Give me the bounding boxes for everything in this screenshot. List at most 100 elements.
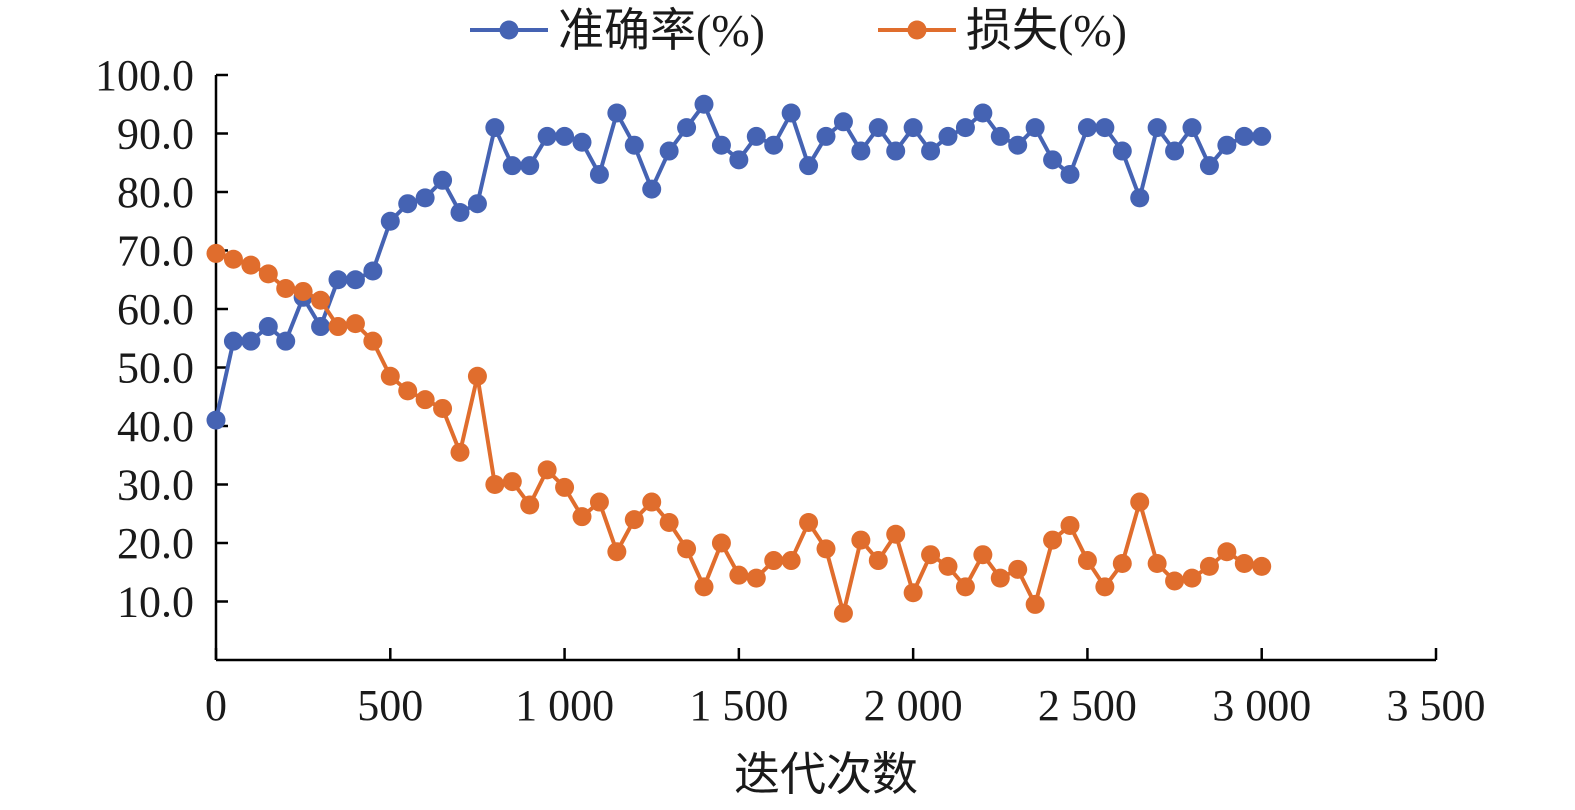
series-1-point <box>711 135 731 155</box>
series-2-point <box>903 583 923 603</box>
series-2-point <box>485 475 505 494</box>
series-2-point <box>607 542 627 562</box>
legend-swatch-marker <box>907 20 927 40</box>
series-1-point <box>990 126 1010 146</box>
legend: 准确率(%) 损失(%) <box>470 5 1127 56</box>
series-1-point <box>485 118 505 138</box>
series-1-point <box>589 164 609 184</box>
legend-item-1: 准确率(%) <box>470 5 765 56</box>
y-tick-label: 80.0 <box>117 168 194 217</box>
series-2-point <box>467 366 487 386</box>
series-1-point <box>799 156 819 176</box>
series-1-point <box>868 118 888 138</box>
y-tick-label: 10.0 <box>117 578 194 627</box>
series-1-point <box>1060 164 1080 184</box>
series-2-point <box>851 530 871 550</box>
series-2-point <box>816 539 836 559</box>
series-2-point <box>781 551 801 571</box>
series-1 <box>206 94 1272 430</box>
series-layer <box>206 94 1272 623</box>
series-2-point <box>328 317 348 337</box>
series-1-point <box>1112 141 1132 161</box>
series-1-point <box>1217 135 1237 155</box>
series-2-point <box>1234 553 1254 573</box>
series-2-point <box>276 279 296 299</box>
series-2-point <box>1252 556 1272 576</box>
series-1-point <box>223 331 243 351</box>
legend-label: 准确率(%) <box>558 5 765 56</box>
series-2-point <box>502 472 522 492</box>
series-1-point <box>1252 126 1272 146</box>
series-2-point <box>555 477 575 497</box>
series-1-point <box>659 141 679 161</box>
legend-swatch-marker <box>499 20 519 40</box>
series-2-point <box>833 603 853 623</box>
y-tick-label: 20.0 <box>117 519 194 568</box>
series-1-point <box>1043 150 1063 170</box>
series-2-point <box>450 442 470 462</box>
x-tick-label: 0 <box>205 681 227 730</box>
series-1-point <box>467 194 487 214</box>
series-2-point <box>1165 571 1185 591</box>
series-2-point <box>764 551 784 571</box>
series-1-point <box>903 118 923 138</box>
series-1-point <box>607 103 627 123</box>
series-1-point <box>1199 156 1219 176</box>
series-2-point <box>363 331 383 351</box>
series-2-point <box>223 249 243 269</box>
series-2-point <box>1130 492 1150 512</box>
series-1-point <box>938 126 958 146</box>
x-tick-label: 3 000 <box>1212 681 1311 730</box>
series-2-point <box>711 533 731 553</box>
series-2-point <box>938 556 958 576</box>
series-2-point <box>398 381 418 401</box>
series-2-point <box>624 510 644 530</box>
series-2-point <box>868 551 888 571</box>
series-2-point <box>1147 553 1167 573</box>
series-2-point <box>990 568 1010 588</box>
axes <box>214 75 1436 662</box>
series-1-point <box>955 118 975 138</box>
series-2-point <box>345 314 365 334</box>
series-1-point <box>241 331 261 351</box>
series-1-point <box>851 141 871 161</box>
series-1-point <box>1025 118 1045 138</box>
series-2-point <box>729 565 749 585</box>
series-2-point <box>589 492 609 512</box>
x-tick-label: 1 000 <box>515 681 614 730</box>
y-tick-label: 50.0 <box>117 344 194 393</box>
series-1-point <box>502 156 522 176</box>
series-1-point <box>433 170 453 190</box>
series-1-point <box>781 103 801 123</box>
series-1-point <box>450 202 470 222</box>
series-2-point <box>380 366 400 386</box>
series-1-point <box>555 126 575 146</box>
x-tick-label: 3 500 <box>1387 681 1486 730</box>
series-2-point <box>694 577 714 597</box>
series-2-point <box>1060 515 1080 535</box>
x-tick-label: 2 000 <box>864 681 963 730</box>
series-2-point <box>921 545 941 565</box>
series-2-point <box>537 460 557 480</box>
series-2-line <box>215 251 1263 616</box>
series-2-point <box>1199 556 1219 576</box>
series-2-point <box>642 492 662 512</box>
series-1-point <box>415 188 435 208</box>
series-2-point <box>572 507 592 527</box>
series-1-point <box>572 132 592 152</box>
x-tick-label: 500 <box>357 681 423 730</box>
series-1-point <box>311 317 331 337</box>
y-tick-label: 90.0 <box>117 110 194 159</box>
series-2-point <box>746 568 766 588</box>
series-2-point <box>1043 530 1063 550</box>
y-ticks: 10.0 20.0 30.0 40.0 50.0 60.0 70.0 80.0 90.0 100.… <box>95 51 228 627</box>
series-1-point <box>1234 126 1254 146</box>
series-2-point <box>659 513 679 533</box>
series-2-point <box>241 255 261 275</box>
series-1-point <box>520 156 540 176</box>
series-1-point <box>729 150 749 170</box>
series-1-point <box>816 126 836 146</box>
legend-item-2: 损失(%) <box>878 5 1127 56</box>
series-1-point <box>398 194 418 214</box>
series-2-point <box>1025 594 1045 614</box>
